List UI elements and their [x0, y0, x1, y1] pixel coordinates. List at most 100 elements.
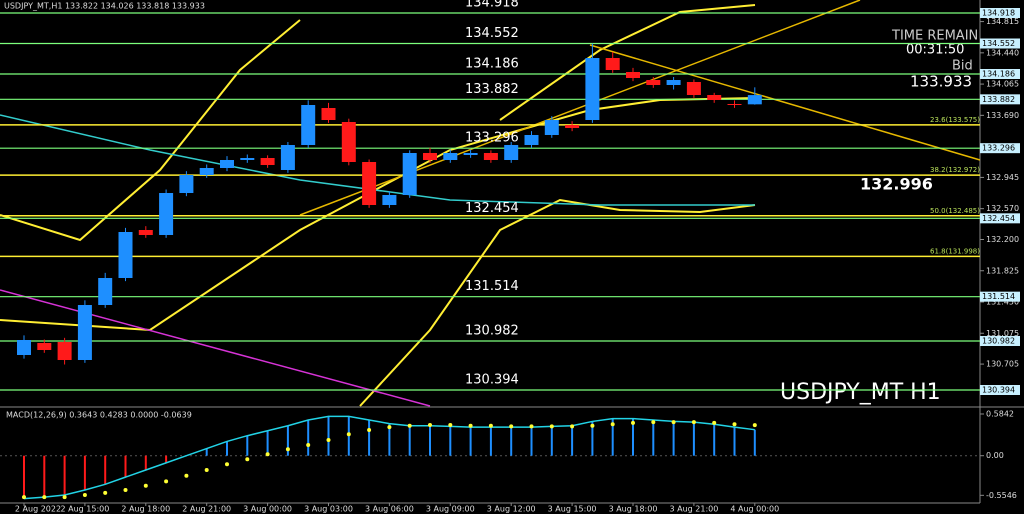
level-label: 134.918 [465, 0, 519, 11]
candle-body [179, 175, 194, 193]
candle-body [646, 80, 661, 85]
macd-bar [23, 455, 25, 499]
candle-body [382, 195, 397, 205]
signal-dot [509, 424, 514, 429]
signal-dot [225, 462, 229, 467]
y-tick-label: 133.690 [986, 111, 1019, 120]
signal-dot [346, 432, 351, 437]
level-tag [980, 336, 1020, 346]
x-tick-label: 3 Aug 09:00 [426, 505, 475, 514]
candle-body [138, 230, 153, 235]
signal-dot [448, 423, 453, 427]
candle-body [301, 105, 316, 145]
level-label: 134.186 [465, 57, 519, 72]
pivot-label: 132.996 [860, 175, 933, 194]
candle-body [77, 305, 92, 360]
y-tick-label: 131.450 [986, 298, 1019, 307]
level-tag-label: 130.394 [982, 386, 1015, 395]
macd-bar [83, 455, 86, 490]
candle-body [57, 342, 72, 360]
candle-body [727, 104, 742, 105]
candle-body [585, 58, 600, 120]
candle-body [98, 278, 113, 305]
signal-dot [691, 420, 696, 425]
signal-dot [285, 447, 290, 452]
level-label: 131.514 [465, 279, 519, 294]
macd-bar [266, 430, 269, 456]
macd-bar [489, 427, 492, 456]
signal-dot [82, 493, 87, 497]
signal-dot [204, 468, 209, 472]
macd-bar [733, 427, 736, 456]
macd-bar [692, 422, 695, 456]
signal-dot [468, 423, 473, 428]
bid: 133.933 [910, 73, 972, 91]
macd-bar [753, 429, 756, 456]
level-label: 133.296 [465, 131, 519, 146]
x-tick-label: 3 Aug 06:00 [365, 505, 414, 514]
signal-dot [245, 457, 250, 462]
x-tick-label: 3 Aug 00:00 [243, 505, 292, 514]
macd-bar [530, 427, 533, 456]
signal-dot [184, 473, 189, 478]
signal-dot [407, 423, 412, 428]
macd-bar [124, 455, 127, 478]
signal-dot [123, 488, 128, 492]
macd-y-tick-label: 0.5842 [986, 409, 1014, 418]
macd-bar [510, 427, 513, 456]
x-tick-label: 4 Aug 00:00 [730, 505, 779, 514]
candle-body [341, 122, 356, 162]
macd-bar [388, 423, 391, 456]
candle-body [483, 153, 498, 160]
signal-dot [549, 424, 554, 429]
y-tick-label: 132.570 [986, 204, 1019, 213]
macd-bar [672, 421, 675, 456]
macd-y-tick-label: 0.00 [986, 451, 1004, 460]
y-tick-label: 134.815 [986, 17, 1019, 26]
macd-bar [591, 421, 594, 456]
candle-body [423, 153, 437, 160]
macd-bar [104, 455, 107, 485]
fib-label: 23.6(133.575) [930, 116, 980, 124]
level-tag-label: 134.186 [982, 70, 1015, 79]
signal-dot [42, 495, 47, 500]
level-tag-label: 131.514 [982, 292, 1015, 301]
macd-bar [429, 425, 431, 456]
level-tag [980, 385, 1020, 395]
signal-dot [367, 428, 372, 432]
signal-dot [712, 420, 717, 425]
macd-bar [550, 426, 553, 456]
level-label: 133.882 [465, 82, 519, 97]
time-remain: 00:31:50 [906, 43, 964, 58]
signal-dot [22, 495, 26, 500]
x-tick-label: 2 Aug 18:00 [121, 505, 170, 514]
macd-bar [205, 448, 208, 456]
macd-bar [571, 425, 574, 456]
x-tick-label: 3 Aug 03:00 [304, 505, 353, 514]
y-tick-label: 131.075 [986, 329, 1019, 338]
level-tag-label: 130.982 [982, 337, 1015, 346]
signal-dot [651, 420, 656, 425]
level-label: 130.394 [465, 373, 519, 388]
y-tick-label: 132.945 [986, 173, 1019, 182]
level-label: 134.552 [465, 26, 519, 41]
candle-body [504, 145, 519, 160]
macd-bar [327, 416, 330, 456]
trendline [0, 289, 431, 407]
macd-bar [408, 425, 411, 456]
y-tick-label: 132.200 [986, 235, 1019, 244]
signal-dot [732, 422, 737, 427]
signal-dot [488, 423, 493, 428]
macd-y-tick-label: -0.5546 [986, 491, 1017, 500]
fib-label: 50.0(132.485) [930, 207, 980, 215]
level-tag [980, 8, 1020, 18]
signal-dot [428, 423, 432, 427]
signal-dot [610, 422, 615, 427]
signal-dot [103, 490, 108, 495]
macd-bar [63, 455, 66, 495]
signal-dot [570, 424, 575, 429]
candle-body [220, 160, 234, 168]
watermark: USDJPY_MT H1 [780, 380, 941, 405]
candle-body [443, 153, 458, 160]
